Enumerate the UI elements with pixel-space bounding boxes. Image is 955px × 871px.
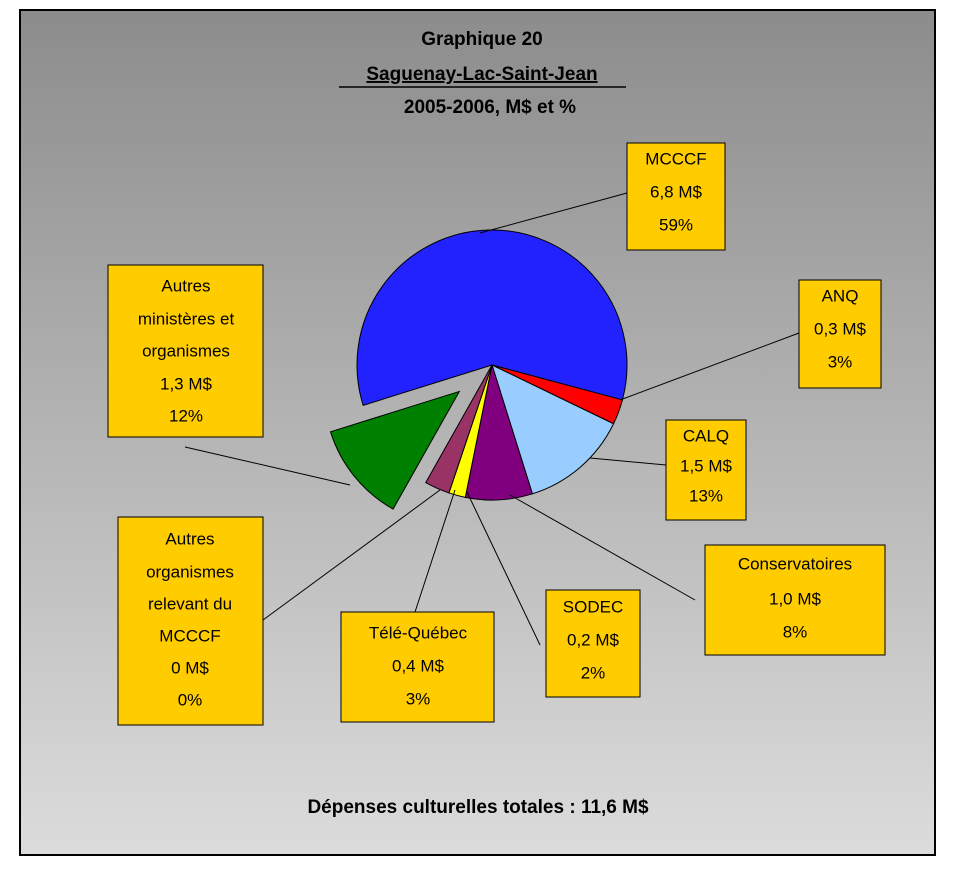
amount-label: 0,2 M$ xyxy=(567,630,620,649)
slice-label: MCCCF xyxy=(159,626,220,645)
label-box xyxy=(704,544,886,656)
value-label: 0% xyxy=(178,690,203,709)
slice-label: MCCCF xyxy=(645,149,706,168)
amount-label: 1,5 M$ xyxy=(680,456,733,475)
amount-label: 0,3 M$ xyxy=(814,319,867,338)
chart-subtitle: 2005-2006, M$ et % xyxy=(404,97,576,118)
amount-label: 0,4 M$ xyxy=(392,656,445,675)
value-label: 3% xyxy=(406,689,431,708)
amount-label: 1,0 M$ xyxy=(769,589,822,608)
leader-line xyxy=(619,332,800,401)
chart-subtitle: Saguenay-Lac-Saint-Jean xyxy=(366,64,597,85)
slice-label: Télé-Québec xyxy=(369,623,468,642)
leader-line xyxy=(414,489,456,613)
label-box xyxy=(107,264,264,438)
slice-label: ANQ xyxy=(822,286,859,305)
value-label: 59% xyxy=(659,215,693,234)
chart-title: Graphique 20 xyxy=(421,29,542,50)
slice-label: Conservatoires xyxy=(738,554,852,573)
value-label: 8% xyxy=(783,622,808,641)
leader-line xyxy=(466,491,541,646)
leader-line xyxy=(262,489,441,621)
label-box xyxy=(340,611,495,723)
label-box xyxy=(626,142,726,251)
value-label: 12% xyxy=(169,406,203,425)
slice-label: relevant du xyxy=(148,594,232,613)
amount-label: 0 M$ xyxy=(171,658,209,677)
slice-label: organismes xyxy=(146,562,234,581)
leader-line xyxy=(479,192,628,234)
value-label: 13% xyxy=(689,486,723,505)
slice-label: organismes xyxy=(142,341,230,360)
label-box xyxy=(665,419,747,521)
label-box xyxy=(117,516,264,726)
amount-label: 1,3 M$ xyxy=(160,374,213,393)
leader-line xyxy=(509,494,696,601)
amount-label: 6,8 M$ xyxy=(650,182,703,201)
slice-label: ministères et xyxy=(138,309,235,328)
slice-label: Autres xyxy=(161,276,210,295)
pie-slice xyxy=(425,364,493,494)
slice-label: CALQ xyxy=(683,426,729,445)
leader-line xyxy=(184,446,351,486)
label-box xyxy=(545,589,641,698)
value-label: 2% xyxy=(581,663,606,682)
pie-slice xyxy=(329,390,461,510)
value-label: 3% xyxy=(828,352,853,371)
slice-label: SODEC xyxy=(563,597,623,616)
footer: Dépenses culturelles totales : 11,6 M$ xyxy=(307,797,649,818)
leader-line xyxy=(589,457,667,466)
slice-label: Autres xyxy=(165,529,214,548)
label-box xyxy=(798,279,882,389)
